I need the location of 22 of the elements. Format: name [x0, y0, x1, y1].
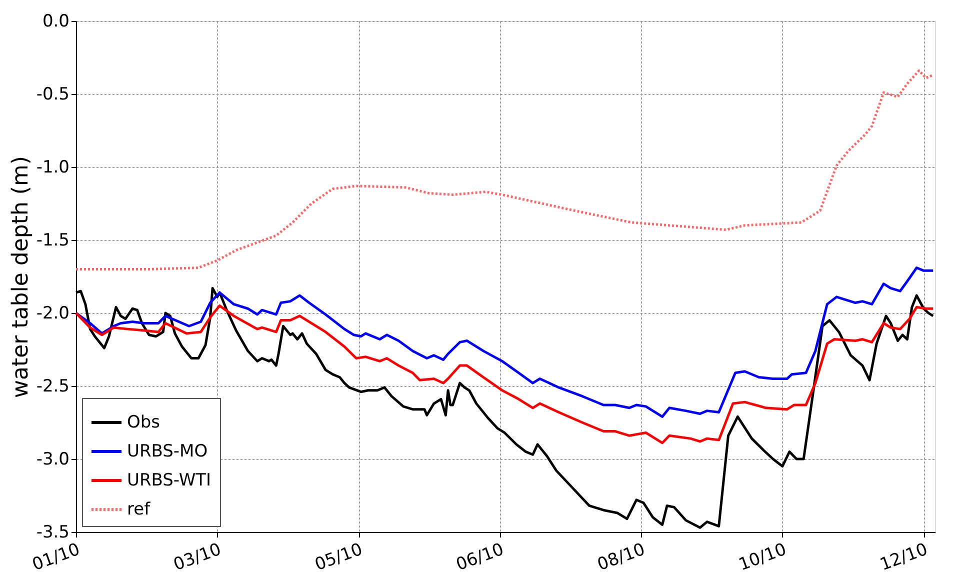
x-tick-label: 05/10	[312, 540, 366, 576]
y-tick-label: -1.0	[36, 158, 70, 178]
x-tick-label: 12/10	[877, 540, 930, 576]
legend-label: ref	[127, 500, 152, 520]
y-tick-label: -3.0	[36, 450, 70, 470]
y-tick-label: 0.0	[42, 12, 70, 32]
x-tick-label: 03/10	[171, 540, 224, 576]
line-series	[74, 304, 934, 444]
y-tick-label: -3.5	[36, 522, 70, 542]
legend-label: Obs	[127, 412, 160, 432]
x-tick-label: 08/10	[594, 540, 648, 576]
y-tick-label: -2.0	[36, 304, 70, 324]
y-tick-label: -0.5	[36, 84, 70, 104]
x-tick-label: 10/10	[736, 540, 790, 576]
y-tick-label: -2.5	[36, 376, 70, 396]
legend-label: URBS-MO	[127, 442, 208, 462]
line-series	[74, 69, 934, 270]
y-tick-label: -1.5	[36, 230, 70, 250]
x-tick-label: 06/10	[454, 540, 507, 576]
legend-label: URBS-WTI	[127, 470, 212, 490]
y-axis-title: water table depth (m)	[8, 156, 34, 398]
x-tick-label: 01/10	[30, 540, 83, 576]
